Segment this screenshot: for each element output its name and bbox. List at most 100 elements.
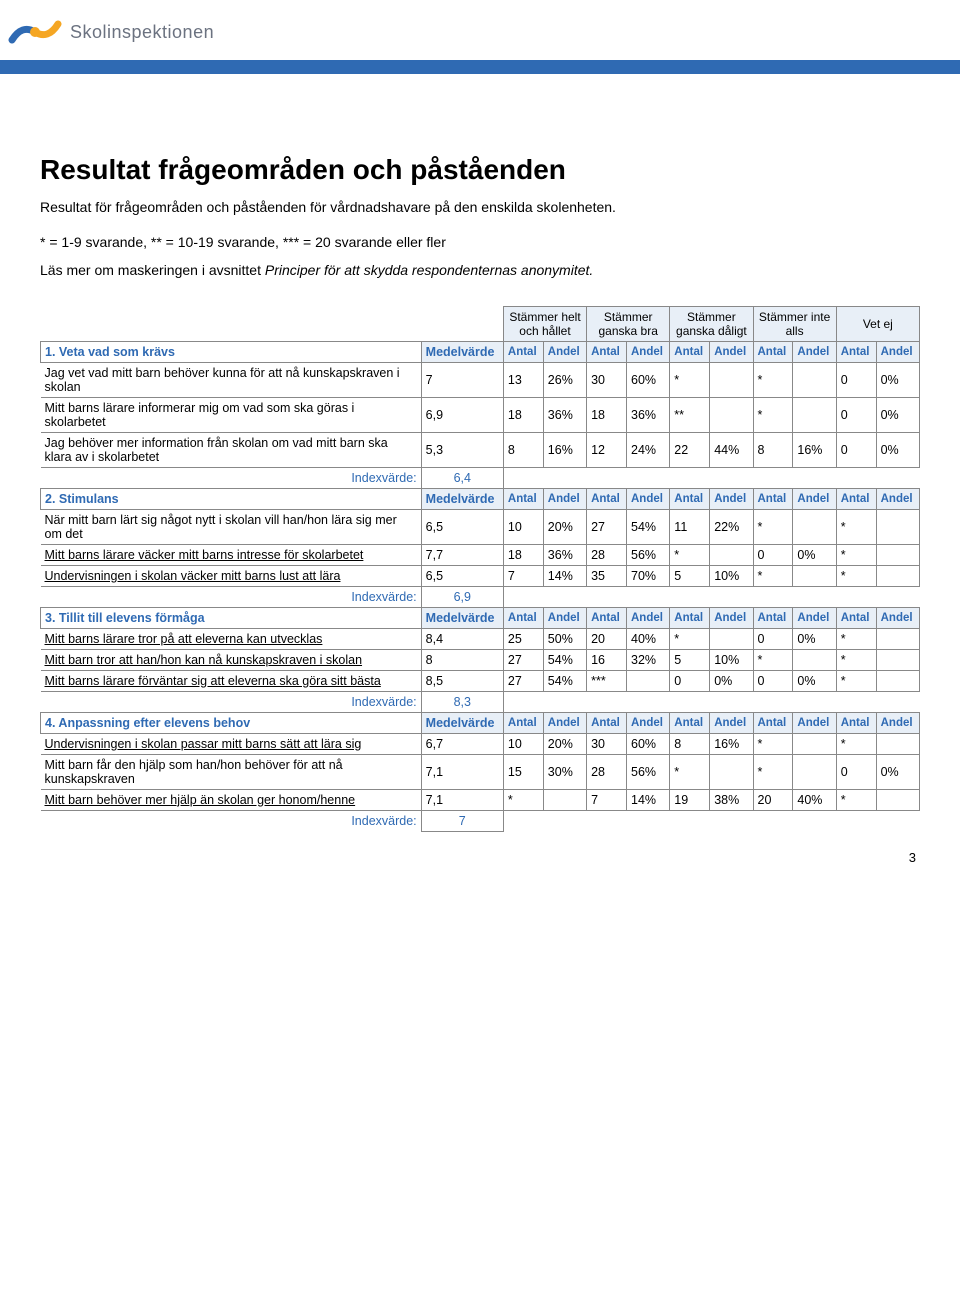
andel-cell: 70%: [627, 565, 670, 586]
antal-cell: 11: [670, 509, 710, 544]
andel-header: Andel: [876, 607, 919, 628]
antal-cell: *: [670, 754, 710, 789]
column-header: Stämmer ganska dåligt: [670, 306, 753, 341]
page-title: Resultat frågeområden och påståenden: [40, 154, 920, 186]
antal-cell: *: [836, 628, 876, 649]
andel-cell: [710, 397, 753, 432]
andel-header: Andel: [543, 488, 586, 509]
andel-cell: 26%: [543, 362, 586, 397]
antal-cell: 13: [503, 362, 543, 397]
antal-header: Antal: [753, 607, 793, 628]
antal-cell: 10: [503, 509, 543, 544]
andel-cell: 22%: [710, 509, 753, 544]
table-row: Mitt barns lärare tror på att eleverna k…: [41, 628, 920, 649]
medelvarde-cell: 6,9: [421, 397, 503, 432]
table-row: Jag vet vad mitt barn behöver kunna för …: [41, 362, 920, 397]
row-label: Jag vet vad mitt barn behöver kunna för …: [41, 362, 422, 397]
medelvarde-header: Medelvärde: [421, 488, 503, 509]
antal-cell: 28: [587, 544, 627, 565]
antal-cell: 27: [503, 670, 543, 691]
antal-cell: 0: [836, 397, 876, 432]
andel-cell: 0%: [876, 362, 919, 397]
andel-cell: 0%: [876, 432, 919, 467]
row-label: Mitt barn får den hjälp som han/hon behö…: [41, 754, 422, 789]
antal-cell: 0: [753, 628, 793, 649]
column-header: Stämmer inte alls: [753, 306, 836, 341]
andel-header: Andel: [710, 712, 753, 733]
section-header-row: 3. Tillit till elevens förmågaMedelvärde…: [41, 607, 920, 628]
row-label: Mitt barn behöver mer hjälp än skolan ge…: [41, 789, 422, 810]
antal-cell: 12: [587, 432, 627, 467]
antal-header: Antal: [587, 607, 627, 628]
antal-cell: 0: [670, 670, 710, 691]
andel-cell: [793, 397, 836, 432]
andel-cell: 16%: [543, 432, 586, 467]
andel-cell: [543, 789, 586, 810]
antal-cell: *: [836, 649, 876, 670]
antal-cell: *: [753, 397, 793, 432]
andel-cell: 50%: [543, 628, 586, 649]
table-row: När mitt barn lärt sig något nytt i skol…: [41, 509, 920, 544]
index-value: 7: [421, 810, 503, 831]
medelvarde-cell: 5,3: [421, 432, 503, 467]
antal-header: Antal: [836, 488, 876, 509]
andel-cell: 20%: [543, 733, 586, 754]
antal-header: Antal: [836, 607, 876, 628]
andel-header: Andel: [710, 607, 753, 628]
antal-header: Antal: [587, 488, 627, 509]
antal-cell: 15: [503, 754, 543, 789]
andel-cell: [876, 565, 919, 586]
antal-cell: *: [753, 754, 793, 789]
andel-cell: 32%: [627, 649, 670, 670]
andel-cell: 0%: [876, 754, 919, 789]
table-row: Undervisningen i skolan passar mitt barn…: [41, 733, 920, 754]
row-label: Jag behöver mer information från skolan …: [41, 432, 422, 467]
table-row: Mitt barns lärare förväntar sig att elev…: [41, 670, 920, 691]
antal-cell: **: [670, 397, 710, 432]
results-table: Stämmer helt och hålletStämmer ganska br…: [40, 306, 920, 832]
antal-cell: 35: [587, 565, 627, 586]
column-group-header: Stämmer helt och hålletStämmer ganska br…: [41, 306, 920, 341]
row-label: När mitt barn lärt sig något nytt i skol…: [41, 509, 422, 544]
antal-header: Antal: [836, 712, 876, 733]
antal-header: Antal: [670, 607, 710, 628]
row-label: Mitt barns lärare förväntar sig att elev…: [41, 670, 422, 691]
header-divider-bar: [0, 60, 960, 74]
andel-header: Andel: [710, 488, 753, 509]
logo-mark: [8, 12, 62, 52]
andel-cell: 14%: [543, 565, 586, 586]
medelvarde-header: Medelvärde: [421, 341, 503, 362]
andel-cell: [793, 509, 836, 544]
row-label: Mitt barns lärare tror på att eleverna k…: [41, 628, 422, 649]
index-label: Indexvärde:: [41, 810, 422, 831]
andel-header: Andel: [627, 341, 670, 362]
section-title: 3. Tillit till elevens förmåga: [41, 607, 422, 628]
antal-cell: 18: [503, 544, 543, 565]
antal-cell: 19: [670, 789, 710, 810]
table-row: Mitt barn får den hjälp som han/hon behö…: [41, 754, 920, 789]
row-label: Mitt barns lärare informerar mig om vad …: [41, 397, 422, 432]
andel-cell: [710, 754, 753, 789]
andel-header: Andel: [627, 488, 670, 509]
column-header: Stämmer ganska bra: [587, 306, 670, 341]
antal-header: Antal: [587, 341, 627, 362]
antal-cell: *: [753, 733, 793, 754]
andel-header: Andel: [543, 607, 586, 628]
table-row: Mitt barns lärare informerar mig om vad …: [41, 397, 920, 432]
andel-cell: [876, 628, 919, 649]
medelvarde-cell: 7,1: [421, 789, 503, 810]
antal-header: Antal: [670, 488, 710, 509]
andel-header: Andel: [710, 341, 753, 362]
medelvarde-cell: 8,5: [421, 670, 503, 691]
antal-cell: 7: [503, 565, 543, 586]
andel-cell: [710, 362, 753, 397]
antal-cell: 8: [670, 733, 710, 754]
antal-cell: *: [753, 509, 793, 544]
antal-cell: 8: [503, 432, 543, 467]
table-row: Jag behöver mer information från skolan …: [41, 432, 920, 467]
antal-cell: 7: [587, 789, 627, 810]
table-row: Mitt barn behöver mer hjälp än skolan ge…: [41, 789, 920, 810]
antal-header: Antal: [503, 712, 543, 733]
andel-cell: 0%: [710, 670, 753, 691]
andel-cell: 24%: [627, 432, 670, 467]
